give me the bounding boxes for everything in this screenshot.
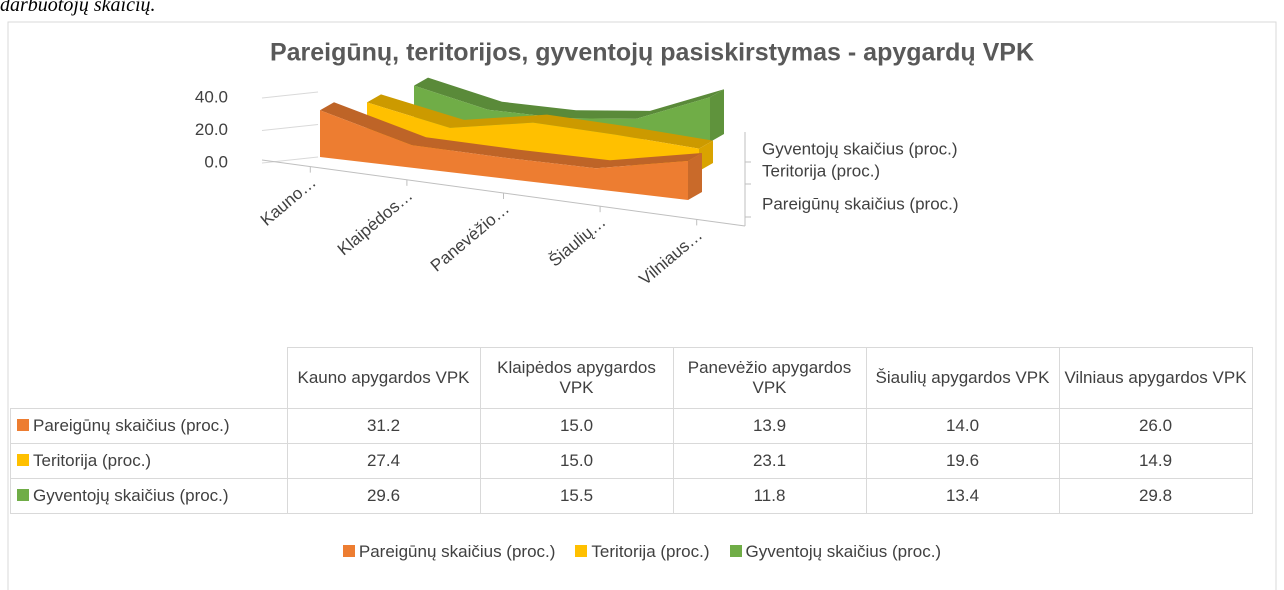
legend-label: Teritorija (proc.) <box>591 542 710 561</box>
legend-item: Teritorija (proc.) <box>575 542 710 561</box>
table-row: Gyventojų skaičius (proc.) 29.6 15.5 11.8 13… <box>10 478 1253 514</box>
table-column-header: Kauno apygardos VPK <box>286 347 481 409</box>
table-cell: 29.8 <box>1058 478 1253 514</box>
table-row-header: Gyventojų skaičius (proc.) <box>10 478 288 514</box>
legend-key <box>17 419 29 431</box>
grid-line <box>261 91 319 99</box>
legend-key <box>17 454 29 466</box>
y-tick-label: 0.0 <box>204 152 228 171</box>
legend-label: Gyventojų skaičius (proc.) <box>745 542 942 561</box>
area <box>320 110 688 200</box>
area <box>367 102 699 171</box>
table-cell: 19.6 <box>865 443 1060 479</box>
table-cell: 27.4 <box>286 443 481 479</box>
ribbon-top <box>367 94 713 149</box>
table-header-row: Kauno apygardos VPK Klaipėdos apygardos V… <box>10 347 1253 409</box>
table-column-header: Šiaulių apygardos VPK <box>865 347 1060 409</box>
table-cell: 31.2 <box>286 408 481 444</box>
table-cell: 14.9 <box>1058 443 1253 479</box>
legend-item: Gyventojų skaičius (proc.) <box>729 542 942 561</box>
y-tick-label: 40.0 <box>195 87 228 106</box>
row-label: Pareigūnų skaičius (proc.) <box>33 416 230 435</box>
legend: Pareigūnų skaičius (proc.) Teritorija (pr… <box>0 542 1284 562</box>
table-cell: 13.9 <box>672 408 867 444</box>
table-row-header: Pareigūnų skaičius (proc.) <box>10 408 288 444</box>
grid-line <box>261 156 319 164</box>
table-column-header: Panevėžio apygardos VPK <box>672 347 867 409</box>
legend-label: Pareigūnų skaičius (proc.) <box>358 542 556 561</box>
y-tick-label: 20.0 <box>195 120 228 139</box>
table-cell: 15.5 <box>479 478 674 514</box>
depth-axis-label: Pareigūnų skaičius (proc.) <box>762 194 959 213</box>
table-cell: 15.0 <box>479 443 674 479</box>
chart-title: Pareigūnų, teritorijos, gyventojų pasisk… <box>270 39 1034 67</box>
table-row: Pareigūnų skaičius (proc.) 31.2 15.0 13.9 14… <box>10 408 1253 444</box>
row-label: Gyventojų skaičius (proc.) <box>33 486 229 505</box>
legend-key <box>17 489 29 501</box>
ribbon-top <box>414 77 724 119</box>
ribbon-end <box>699 140 713 171</box>
table-column-header: Klaipėdos apygardos VPK <box>479 347 674 409</box>
depth-axis-label: Gyventojų skaičius (proc.) <box>762 139 958 158</box>
legend-swatch <box>575 545 588 557</box>
table-cell: 23.1 <box>672 443 867 479</box>
caption-fragment: darbuotojų skaičių. <box>0 0 156 16</box>
table-row: Teritorija (proc.) 27.4 15.0 23.1 19.6 14.9 <box>10 443 1253 479</box>
table-row-header: Teritorija (proc.) <box>10 443 288 479</box>
depth-axis-label: Teritorija (proc.) <box>762 161 880 180</box>
grid-line <box>261 124 319 131</box>
ribbon-top <box>320 102 702 169</box>
legend-item: Pareigūnų skaičius (proc.) <box>342 542 556 561</box>
table-cell: 14.0 <box>865 408 1060 444</box>
table-corner <box>10 347 288 409</box>
table-cell: 11.8 <box>672 478 867 514</box>
row-label: Teritorija (proc.) <box>33 451 152 470</box>
legend-swatch <box>342 545 355 557</box>
legend-swatch <box>729 545 742 557</box>
ribbon-end <box>688 153 702 200</box>
data-table: Kauno apygardos VPK Klaipėdos apygardos V… <box>10 347 1253 514</box>
table-cell: 15.0 <box>479 408 674 444</box>
table-cell: 13.4 <box>865 478 1060 514</box>
table-cell: 26.0 <box>1058 408 1253 444</box>
ribbon-end <box>710 89 724 142</box>
table-cell: 29.6 <box>286 478 481 514</box>
table-column-header: Vilniaus apygardos VPK <box>1058 347 1253 409</box>
